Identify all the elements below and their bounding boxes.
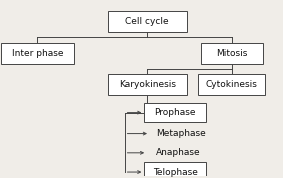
Text: Telophase: Telophase (153, 167, 198, 177)
FancyBboxPatch shape (108, 11, 186, 32)
Text: Inter phase: Inter phase (12, 49, 63, 58)
FancyBboxPatch shape (108, 74, 186, 95)
FancyBboxPatch shape (201, 43, 263, 64)
Text: Karyokinesis: Karyokinesis (119, 80, 176, 89)
FancyBboxPatch shape (1, 43, 74, 64)
FancyBboxPatch shape (198, 74, 265, 95)
Text: Prophase: Prophase (155, 108, 196, 117)
Text: Anaphase: Anaphase (156, 148, 200, 157)
Text: Cytokinesis: Cytokinesis (206, 80, 258, 89)
Text: Metaphase: Metaphase (156, 129, 206, 138)
Text: Mitosis: Mitosis (216, 49, 247, 58)
Text: Cell cycle: Cell cycle (125, 17, 169, 26)
FancyBboxPatch shape (144, 163, 206, 178)
FancyBboxPatch shape (144, 103, 206, 122)
